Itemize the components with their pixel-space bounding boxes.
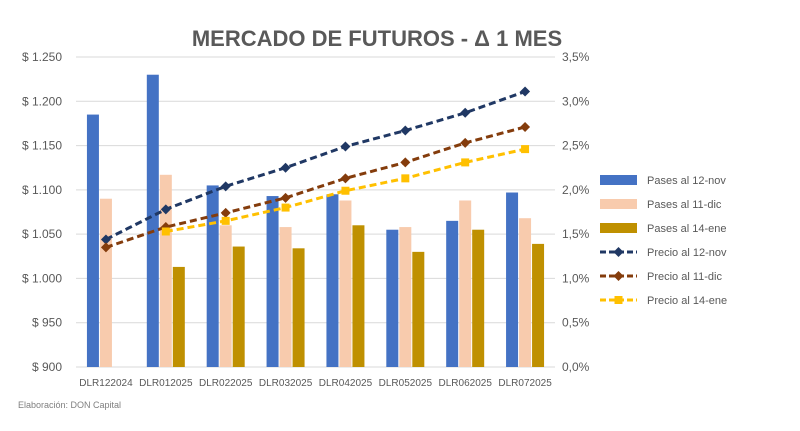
bar <box>326 194 339 367</box>
legend-marker <box>613 247 624 257</box>
point <box>460 137 471 148</box>
bar <box>506 192 519 367</box>
point <box>401 174 410 183</box>
point <box>341 186 350 195</box>
y-left-tick-label: $ 1.250 <box>22 50 62 64</box>
legend-label: Precio al 12-nov <box>647 247 727 259</box>
bar <box>172 266 185 367</box>
series-line <box>105 90 526 241</box>
bar <box>519 218 532 367</box>
point <box>100 242 111 253</box>
y-right-tick-label: 3,0% <box>562 94 590 108</box>
y-left-tick-label: $ 1.150 <box>22 139 62 153</box>
bar <box>446 220 459 367</box>
y-right-tick-label: 3,5% <box>562 50 590 64</box>
point <box>221 216 230 225</box>
y-right-tick-label: 0,5% <box>562 316 590 330</box>
x-tick-label: DLR042025 <box>319 378 373 389</box>
bar <box>399 227 412 367</box>
point <box>220 181 231 192</box>
chart-title: MERCADO DE FUTUROS - Δ 1 MES <box>192 26 562 51</box>
legend-swatch <box>600 223 637 233</box>
legend-label: Pases al 11-dic <box>647 199 722 211</box>
bars <box>86 74 545 367</box>
point <box>400 125 411 136</box>
point <box>461 158 470 167</box>
y-left-tick-label: $ 1.050 <box>22 227 62 241</box>
bar <box>219 225 232 367</box>
x-tick-label: DLR122024 <box>79 378 133 389</box>
legend-label: Pases al 12-nov <box>647 175 726 187</box>
point <box>460 107 471 118</box>
source-note: Elaboración: DON Capital <box>18 400 121 410</box>
bar <box>146 74 159 367</box>
y-left-tick-label: $ 900 <box>32 360 62 374</box>
point <box>520 86 531 97</box>
x-tick-label: DLR072025 <box>498 378 552 389</box>
x-tick-label: DLR032025 <box>259 378 313 389</box>
point <box>400 157 411 168</box>
point <box>280 162 291 173</box>
x-tick-label: DLR012025 <box>139 378 193 389</box>
bar <box>412 251 425 367</box>
bar <box>472 229 485 367</box>
legend-marker <box>614 296 623 304</box>
bar <box>159 174 172 367</box>
bar <box>279 227 292 367</box>
point <box>340 141 351 152</box>
bar <box>86 114 99 367</box>
y-right-tick-label: 2,0% <box>562 183 590 197</box>
point <box>281 203 290 212</box>
bar <box>206 185 219 367</box>
bar <box>99 198 112 367</box>
legend-swatch <box>600 175 637 185</box>
legend: Pases al 12-nov Pases al 11-dic Pases al 1… <box>600 175 727 307</box>
legend-label: Pases al 14-ene <box>647 223 727 235</box>
point <box>521 145 530 154</box>
bar <box>339 200 352 367</box>
y-right-tick-label: 0,0% <box>562 360 590 374</box>
y-right-tick-label: 1,5% <box>562 227 590 241</box>
point <box>100 234 111 245</box>
point <box>340 173 351 184</box>
bar <box>386 229 399 367</box>
legend-label: Precio al 14-ene <box>647 295 727 307</box>
series-line <box>105 125 526 249</box>
legend-marker <box>613 271 624 281</box>
point <box>220 207 231 218</box>
bar <box>232 246 245 367</box>
point <box>161 227 170 236</box>
y-left-tick-label: $ 1.000 <box>22 271 62 285</box>
x-tick-label: DLR062025 <box>439 378 493 389</box>
bar <box>266 196 279 367</box>
y-right-tick-label: 1,0% <box>562 271 590 285</box>
price-lines <box>100 86 531 253</box>
point <box>280 192 291 203</box>
point <box>160 204 171 215</box>
y-left-tick-label: $ 950 <box>32 316 62 330</box>
y-right-tick-label: 2,5% <box>562 139 590 153</box>
legend-swatch <box>600 199 637 209</box>
bar <box>532 243 545 367</box>
y-left-tick-label: $ 1.200 <box>22 94 62 108</box>
legend-label: Precio al 11-dic <box>647 271 722 283</box>
bar <box>352 225 365 367</box>
y-left-tick-label: $ 1.100 <box>22 183 62 197</box>
x-tick-label: DLR022025 <box>199 378 253 389</box>
axes: $ 900 0,0% $ 950 0,5% $ 1.000 1,0% $ 1.050 1,5%… <box>22 50 590 389</box>
point <box>520 121 531 132</box>
x-tick-label: DLR052025 <box>379 378 433 389</box>
bar <box>459 200 472 367</box>
bar <box>292 248 305 367</box>
